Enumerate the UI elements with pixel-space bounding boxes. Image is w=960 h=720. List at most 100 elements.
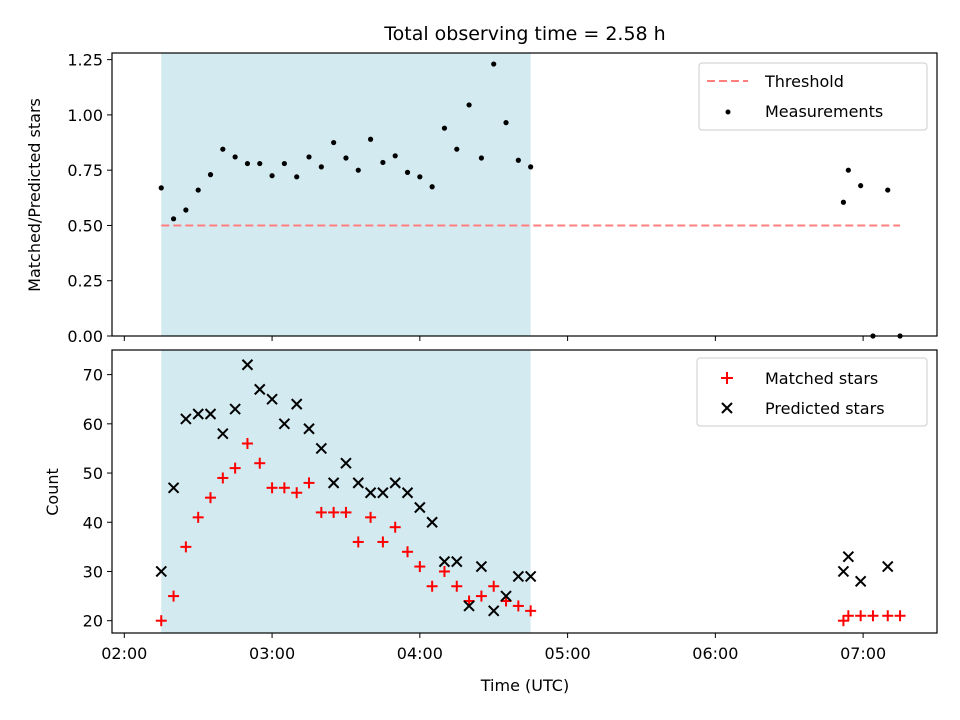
predicted-point (389, 477, 401, 489)
measurement-point (158, 185, 164, 191)
matched-point (894, 610, 906, 622)
measurement-point (845, 167, 851, 173)
matched-point (340, 506, 352, 518)
measurement-point (404, 169, 411, 175)
measurement-point (331, 139, 337, 146)
ratio-y-ticks: 0.00 0.25 0.50 0.75 1.00 1.25 (67, 51, 112, 346)
legend-predicted: Predicted stars (765, 399, 885, 418)
count-frame (111, 349, 938, 634)
predicted-point (192, 408, 204, 420)
measurement-point (417, 174, 423, 180)
predicted-point (254, 383, 266, 396)
matched-point (414, 561, 426, 573)
predicted-point (438, 555, 451, 568)
predicted-point (401, 487, 414, 499)
y-tick-label: 30 (83, 562, 103, 581)
x-axis-label: Time (UTC) (480, 676, 569, 695)
matched-point (328, 506, 340, 518)
matched-point (254, 457, 266, 469)
measurement-point (478, 155, 485, 161)
panel-ratio: 0.00 0.25 0.50 0.75 1.00 1.25 Matched/Predict… (25, 51, 938, 346)
matched-point (217, 472, 229, 484)
matched-point (525, 605, 537, 617)
predicted-point (340, 457, 352, 469)
predicted-point (155, 565, 167, 578)
matched-point (402, 546, 414, 558)
legend-matched-swatch (721, 372, 733, 384)
matched-point (488, 580, 500, 592)
x-tick-label: 02:00 (101, 644, 147, 663)
matched-point (438, 565, 450, 577)
count-legend: Matched stars Predicted stars (696, 357, 928, 427)
predicted-point (217, 427, 229, 440)
y-tick-label: 1.00 (67, 106, 103, 125)
matched-point (266, 482, 278, 494)
predicted-point (352, 477, 364, 489)
ratio-frame (111, 52, 938, 337)
y-tick-label: 50 (83, 464, 103, 483)
predicted-point (837, 565, 850, 578)
predicted-point (414, 501, 426, 514)
measurement-point (515, 157, 521, 163)
measurement-point (429, 184, 435, 190)
measurement-point (885, 187, 891, 193)
predicted-point (512, 570, 525, 583)
predicted-point (167, 482, 180, 494)
y-tick-label: 0.50 (67, 216, 103, 235)
measurement-point (840, 199, 847, 205)
ratio-x-ticks (123, 336, 864, 341)
measurement-point (466, 102, 472, 108)
ratio-legend-box (698, 62, 928, 131)
matched-point (512, 600, 524, 612)
predicted-point (315, 442, 328, 455)
matched-point (867, 610, 879, 622)
predicted-point (500, 590, 512, 602)
measurement-point (355, 167, 361, 173)
x-tick-label: 07:00 (840, 644, 886, 663)
predicted-point (180, 413, 192, 425)
count-x-ticks: 02:00 03:00 04:00 05:00 06:00 07:00 (101, 633, 886, 663)
legend-measurements: Measurements (765, 102, 883, 121)
measurement-point (281, 160, 287, 167)
legend-matched: Matched stars (765, 369, 878, 388)
predicted-point (842, 551, 855, 563)
y-tick-label: 70 (83, 366, 103, 385)
measurement-point (195, 187, 201, 193)
measurement-point (858, 183, 864, 189)
measurement-point (257, 160, 263, 167)
matched-point (192, 511, 204, 523)
measurement-point (294, 174, 300, 180)
ratio-y-label: Matched/Predicted stars (25, 98, 44, 292)
ratio-shaded-interval (161, 53, 531, 336)
count-shaded-interval (161, 350, 531, 633)
predicted-point (204, 408, 217, 420)
y-tick-label: 40 (83, 513, 103, 532)
matched-point (303, 477, 315, 489)
predicted-point (475, 560, 488, 573)
measurement-point (441, 125, 448, 131)
matched-point (882, 610, 894, 622)
predicted-point (290, 398, 303, 410)
chart-title: Total observing time = 2.58 h (383, 23, 665, 45)
measurement-point (528, 164, 534, 170)
matched-point (451, 580, 463, 592)
matched-point (229, 462, 241, 474)
matched-point (241, 438, 253, 450)
matched-point (377, 536, 389, 548)
matched-point (426, 580, 438, 592)
matched-point (291, 487, 303, 499)
count-y-ticks: 20 30 40 50 60 70 (83, 366, 112, 631)
matched-point (855, 610, 867, 622)
matched-point (155, 615, 167, 627)
matched-point (278, 482, 290, 494)
legend-predicted-swatch (721, 402, 733, 414)
measurement-point (232, 154, 238, 160)
measurement-point (367, 136, 374, 142)
measurement-point (392, 153, 398, 159)
predicted-point (377, 487, 389, 499)
x-tick-label: 05:00 (545, 644, 591, 663)
predicted-point (241, 359, 254, 371)
y-tick-label: 0.75 (67, 161, 103, 180)
measurement-point (183, 207, 189, 213)
